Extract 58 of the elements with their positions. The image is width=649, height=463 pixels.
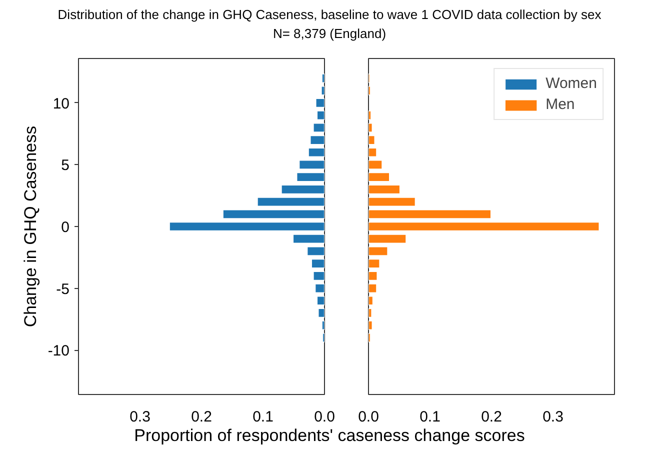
y-axis-title: Change in GHQ Caseness [20, 126, 40, 328]
bar [368, 308, 372, 318]
chart-title: Distribution of the change in GHQ Caseness, baseline to wave 1 COVID data collection by sex [58, 7, 602, 22]
bar [368, 222, 600, 232]
bar [368, 197, 416, 207]
bar [368, 184, 400, 194]
bar [318, 308, 324, 318]
bar [313, 122, 324, 132]
y-tick-label: -10 [48, 342, 70, 360]
bar [310, 135, 324, 145]
x-tick-label: 0.2 [481, 408, 502, 426]
bar [315, 98, 324, 108]
bar [298, 160, 324, 170]
x-tick-label: 0.1 [252, 408, 274, 426]
bar [257, 197, 324, 207]
bar [308, 148, 324, 158]
bar [222, 209, 324, 219]
bar [368, 148, 377, 158]
x-tick-label: 0.3 [130, 408, 150, 426]
bar [368, 135, 376, 145]
bar [316, 296, 324, 306]
bar [321, 86, 324, 96]
legend-label: Women [546, 75, 597, 92]
bar [281, 184, 324, 194]
x-tick-label: 0.3 [542, 408, 564, 426]
bar [322, 74, 324, 83]
bar [368, 271, 378, 281]
bar [169, 222, 324, 232]
bar [368, 110, 372, 120]
bar [306, 246, 324, 256]
bar [368, 320, 373, 330]
bar [368, 296, 374, 306]
bar [368, 246, 388, 256]
bar [368, 160, 382, 170]
chart-subtitle: N= 8,379 (England) [272, 26, 386, 41]
bar [316, 110, 324, 120]
y-tick-label: 10 [52, 95, 70, 112]
bar [368, 209, 492, 219]
bar [322, 320, 324, 330]
y-tick-label: 0 [61, 219, 70, 236]
x-tick-label: 0.0 [358, 408, 379, 426]
x-axis-title: Proportion of respondents' caseness change scores [134, 425, 525, 447]
legend-label: Men [546, 96, 575, 113]
bar [368, 122, 373, 132]
x-tick-label: 0.0 [314, 408, 335, 426]
bar [368, 284, 377, 293]
bar [313, 271, 324, 281]
y-tick-label: -5 [56, 280, 70, 298]
bar [311, 258, 324, 268]
bar [314, 284, 324, 293]
bar [368, 258, 380, 268]
bar [368, 172, 390, 182]
bar [296, 172, 324, 182]
x-tick-label: 0.1 [420, 408, 440, 426]
bar [292, 234, 324, 244]
x-tick-label: 0.2 [191, 408, 212, 426]
y-tick-label: 5 [61, 157, 70, 174]
bar [368, 234, 406, 244]
